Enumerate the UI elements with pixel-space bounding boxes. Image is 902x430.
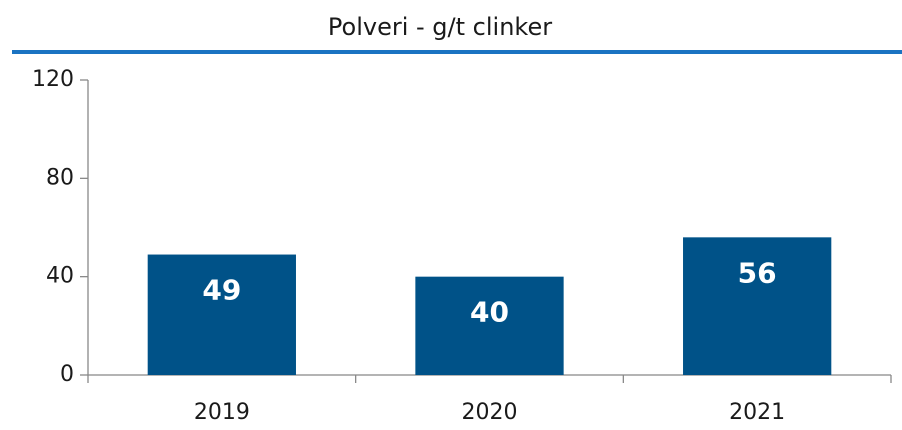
data-label: 56 xyxy=(738,256,777,289)
data-label: 49 xyxy=(202,274,241,307)
title-underline xyxy=(12,50,902,54)
x-tick-label: 2019 xyxy=(194,400,250,425)
y-tick-label: 0 xyxy=(60,362,74,387)
y-tick-label: 40 xyxy=(46,264,74,289)
data-label: 40 xyxy=(470,296,509,329)
bar xyxy=(147,254,296,375)
x-tick-label: 2020 xyxy=(462,400,518,425)
bar xyxy=(415,276,564,375)
chart-title: Polveri - g/t clinker xyxy=(328,13,552,41)
bar xyxy=(683,237,832,375)
y-tick-label: 80 xyxy=(46,165,74,190)
y-tick-label: 120 xyxy=(32,67,74,92)
x-tick-label: 2021 xyxy=(729,400,785,425)
